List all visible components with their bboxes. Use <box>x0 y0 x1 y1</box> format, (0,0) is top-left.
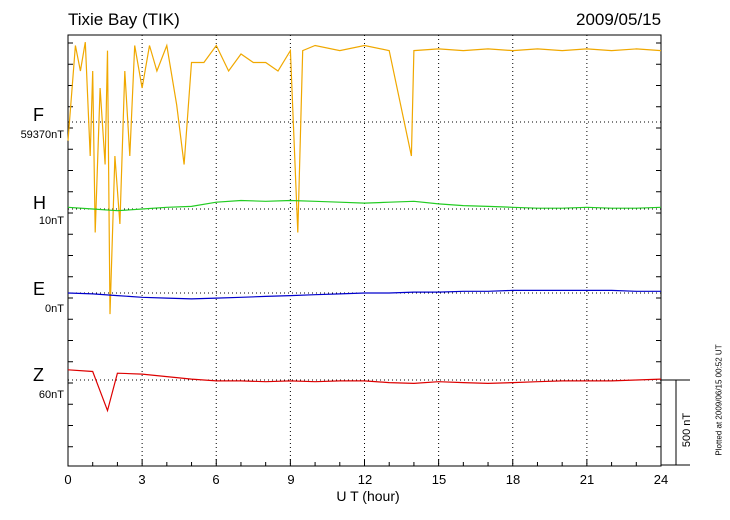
date-title: 2009/05/15 <box>576 10 662 29</box>
station-title: Tixie Bay (TIK) <box>68 10 180 29</box>
x-tick-label: 21 <box>579 472 595 487</box>
series-e-line <box>67 289 661 300</box>
component-z-baseline: 60nT <box>38 389 64 401</box>
component-z-label: Z <box>33 365 44 385</box>
x-tick-label: 0 <box>64 472 72 487</box>
plotted-timestamp: Plotted at 2009/06/15 00:52 UT <box>714 344 724 456</box>
x-tick-label: 3 <box>138 472 146 487</box>
series-z-line <box>67 369 662 413</box>
component-f-label: F <box>33 105 44 125</box>
x-tick-label: 15 <box>431 472 447 487</box>
x-axis-label: U T (hour) <box>336 488 400 504</box>
x-tick-label: 18 <box>505 472 521 487</box>
x-tick-label: 6 <box>212 472 220 487</box>
series-h-line <box>67 199 662 212</box>
x-tick-label: 12 <box>357 472 373 487</box>
component-h-label: H <box>33 193 46 213</box>
component-e-label: E <box>33 279 46 299</box>
scale-bar-label: 500 nT <box>681 412 693 448</box>
component-e-baseline: 0nT <box>45 303 64 315</box>
x-tick-label: 9 <box>287 472 295 487</box>
x-tick-label: 24 <box>653 472 669 487</box>
component-f-baseline: 59370nT <box>20 129 64 141</box>
series-f-line <box>67 41 662 315</box>
component-h-baseline: 10nT <box>38 215 64 227</box>
